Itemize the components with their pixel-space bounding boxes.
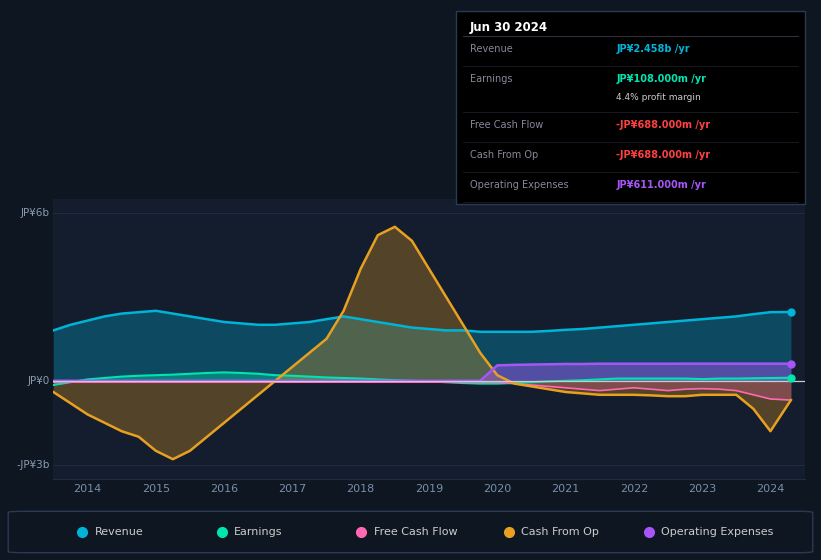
- Text: -JP¥688.000m /yr: -JP¥688.000m /yr: [616, 120, 710, 130]
- Text: Earnings: Earnings: [234, 527, 282, 537]
- Text: JP¥611.000m /yr: JP¥611.000m /yr: [616, 180, 706, 190]
- Text: 4.4% profit margin: 4.4% profit margin: [616, 94, 701, 102]
- Text: Revenue: Revenue: [94, 527, 143, 537]
- Text: JP¥6b: JP¥6b: [21, 208, 49, 218]
- FancyBboxPatch shape: [456, 11, 805, 204]
- Text: Operating Expenses: Operating Expenses: [470, 180, 568, 190]
- Text: Free Cash Flow: Free Cash Flow: [470, 120, 543, 130]
- Text: JP¥0: JP¥0: [27, 376, 49, 386]
- Text: -JP¥688.000m /yr: -JP¥688.000m /yr: [616, 150, 710, 160]
- Text: JP¥2.458b /yr: JP¥2.458b /yr: [616, 44, 690, 54]
- Text: Earnings: Earnings: [470, 74, 512, 84]
- Text: Free Cash Flow: Free Cash Flow: [374, 527, 457, 537]
- Text: Cash From Op: Cash From Op: [470, 150, 538, 160]
- Text: -JP¥3b: -JP¥3b: [16, 460, 49, 470]
- Text: Operating Expenses: Operating Expenses: [661, 527, 773, 537]
- Text: Revenue: Revenue: [470, 44, 512, 54]
- Text: Cash From Op: Cash From Op: [521, 527, 599, 537]
- Text: Jun 30 2024: Jun 30 2024: [470, 21, 548, 34]
- FancyBboxPatch shape: [8, 511, 813, 553]
- Text: JP¥108.000m /yr: JP¥108.000m /yr: [616, 74, 706, 84]
